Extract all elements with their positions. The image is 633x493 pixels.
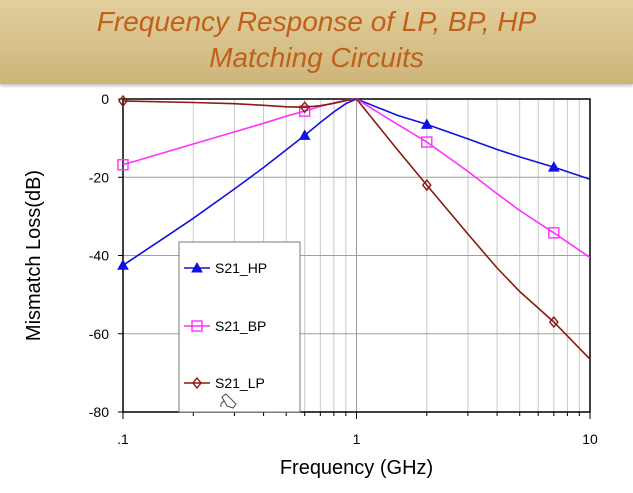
data-point-s21-bp (548, 227, 560, 239)
data-point-s21-lp (548, 315, 559, 329)
data-point-s21-hp (420, 118, 433, 129)
legend-marker-s21-hp (191, 261, 203, 273)
data-point-s21-lp (118, 94, 128, 108)
data-point-s21-bp (117, 159, 129, 171)
x-tick-label: 10 (582, 431, 598, 447)
x-axis: .1 1 10 (117, 412, 598, 447)
data-point-s21-hp (547, 161, 560, 172)
y-tick-label: 0 (101, 91, 109, 107)
x-tick-label: .1 (117, 431, 129, 447)
legend-marker-s21-bp (191, 320, 203, 332)
legend-marker-s21-lp (192, 376, 202, 390)
legend-label-s21-bp: S21_BP (215, 318, 266, 334)
y-tick-label: -40 (89, 248, 109, 264)
y-tick-label: -80 (89, 404, 109, 420)
chart-title-line2: Matching Circuits (209, 42, 424, 73)
x-tick-label: 1 (353, 431, 361, 447)
series-line-s21-hp (122, 98, 591, 266)
series-line-s21-lp (122, 98, 591, 360)
data-point-s21-lp (421, 178, 432, 192)
x-axis-label: Frequency (GHz) (280, 457, 433, 479)
y-axis: 0 -20 -40 -60 -80 (89, 91, 123, 420)
y-tick-label: -20 (89, 169, 109, 185)
data-point-s21-bp (421, 136, 433, 148)
legend-label-s21-hp: S21_HP (215, 260, 267, 276)
y-axis-label: Mismatch Loss(dB) (23, 170, 45, 341)
legend-label-s21-lp: S21_LP (215, 375, 265, 391)
data-point-s21-hp (117, 259, 129, 270)
mouse-cursor-icon (220, 393, 237, 409)
title-banner: Frequency Response of LP, BP, HP Matchin… (0, 0, 633, 84)
data-point-s21-hp (298, 129, 311, 140)
data-point-s21-lp (299, 101, 310, 114)
chart-title-line1: Frequency Response of LP, BP, HP (96, 6, 537, 37)
y-tick-label: -60 (89, 326, 109, 342)
series-group (117, 94, 591, 360)
data-point-s21-bp (298, 105, 311, 117)
legend: S21_HP S21_BP S21_LP (178, 241, 301, 413)
